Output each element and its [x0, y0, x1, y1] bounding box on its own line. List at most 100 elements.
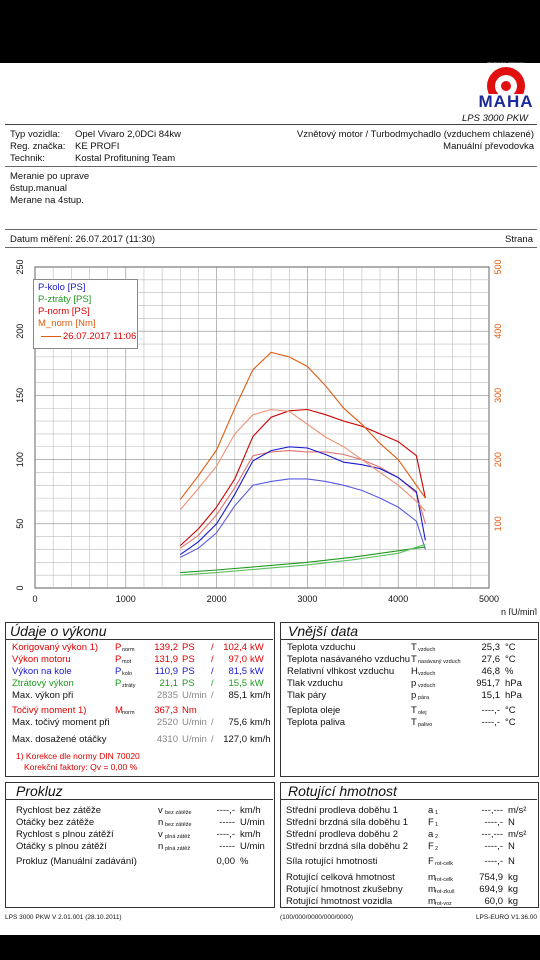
rot-title: Rotující hmotnost [288, 783, 397, 799]
header-rule [5, 124, 537, 125]
rot-force-label: Síla rotující hmotnosti [286, 856, 378, 867]
symbol-subscript: 1 [435, 822, 439, 828]
symbol: n [158, 817, 164, 828]
prokluz-row-value: ----,- [216, 805, 235, 816]
symbol-subscript: 1 [435, 810, 439, 816]
prokluz-row-unit: U/min [240, 817, 265, 828]
perf-title: Údaje o výkonu [10, 623, 107, 639]
perf-row-unit2: kW [250, 666, 264, 677]
measure-date: Datum měření: 26.07.2017 (11:30) [10, 234, 156, 245]
y-left-tick-label: 100 [15, 452, 25, 467]
series-line [179, 446, 426, 556]
perf-row-value1: 139,2 [154, 642, 178, 653]
rot-row-unit: N [508, 817, 515, 828]
perf-row-value1: 131,9 [154, 654, 178, 665]
symbol: T [411, 705, 417, 716]
symbol: M [115, 705, 123, 716]
perf-row-label: Ztrátový výkon [12, 678, 74, 689]
max-rpm-value: 4310 [156, 734, 178, 745]
perf-row-unit1: PS [182, 666, 195, 677]
symbol-subscript: norm [122, 647, 135, 653]
symbol: P [115, 666, 122, 677]
symbol-subscript: kolo [122, 671, 133, 677]
rot-mass-unit: kg [508, 872, 519, 883]
symbol-subscript: bez zátěže [165, 810, 192, 816]
env-row-label: Relativní vlhkost vzduchu [287, 666, 395, 677]
prokluz-row-value: ----- [219, 817, 235, 828]
perf-row-value1: 21,1 [159, 678, 179, 689]
rot-row-value: ----,- [484, 841, 503, 852]
perf-row-label: Výkon motoru [12, 654, 71, 665]
footer-right: LPS-EURO V1.36.00 [475, 914, 537, 921]
env-row-label: Teplota paliva [287, 717, 346, 728]
tech-value: Kostal Profituning Team [75, 153, 176, 164]
max-rpm-sep: / [211, 734, 214, 745]
env-row-unit: hPa [505, 678, 522, 689]
rot-row-label: Střední prodleva doběhu 2 [286, 829, 398, 840]
torque-at-rpm: 2520 [156, 717, 178, 728]
rot-mass-label: Rotující celková hmotnost [286, 872, 395, 883]
symbol: F [428, 841, 434, 852]
torque-value: 367,3 [154, 705, 178, 716]
footer-left: LPS 3000 PKW V 2.01.001 (28.10.2011) [5, 914, 122, 921]
symbol: p [411, 678, 417, 689]
perf-row-label: Korigovaný výkon 1) [12, 642, 99, 653]
max-rpm-speed-unit: km/h [250, 734, 271, 745]
perf-row-value2: 102,4 [223, 642, 247, 653]
rot-mass-value: 60,0 [484, 896, 504, 907]
symbol-subscript: nasávaný vzduch [418, 659, 461, 665]
symbol-subscript: vzduch [418, 647, 436, 653]
symbol: P [115, 654, 122, 665]
legend-p-kolo: P-kolo [PS] [38, 282, 86, 293]
prokluz-row-unit: U/min [240, 841, 265, 852]
symbol: T [411, 717, 417, 728]
symbol: n [158, 841, 164, 852]
rot-row-unit: N [508, 841, 515, 852]
symbol-subscript: olej [418, 710, 427, 716]
symbol-subscript: 2 [435, 834, 439, 840]
perf-title-bar [5, 622, 273, 640]
y-right-tick-label: 200 [493, 452, 503, 467]
perf-row-value2: 81,5 [228, 666, 248, 677]
prokluz-row-unit: km/h [240, 829, 261, 840]
prokluz-title: Prokluz [16, 783, 63, 799]
env-row-unit: % [505, 666, 514, 677]
correction-note: 1) Korekce dle normy DIN 70020 [16, 751, 140, 761]
env-title-bar [280, 622, 537, 640]
legend-p-norm: P-norm [PS] [38, 306, 90, 317]
perf-row-sep: / [211, 690, 214, 701]
perf-row-value2: 97,0 [228, 654, 248, 665]
note-line: Merane na 4stup. [10, 195, 84, 206]
correction-factor: Korekční faktory: Qv = 0,00 % [24, 762, 138, 772]
x-tick-label: 5000 [479, 594, 499, 604]
rot-force-unit: N [508, 856, 515, 867]
prokluz-row-label: Otáčky bez zátěže [16, 817, 95, 828]
rot-mass-value: 754,9 [479, 872, 503, 883]
env-row-value: 46,8 [481, 666, 501, 677]
perf-row-value1: 2835 [156, 690, 178, 701]
note-line: Meranie po uprave [10, 171, 90, 182]
prokluz-manual-value: 0,00 [216, 856, 236, 867]
symbol-subscript: vzduch [418, 671, 436, 677]
symbol-subscript: palivo [418, 722, 433, 728]
perf-row-sep: / [211, 666, 214, 677]
rot-row-unit: m/s² [508, 805, 527, 816]
rot-mass-value: 694,9 [479, 884, 503, 895]
tech-label: Technik: [10, 153, 45, 164]
symbol-subscript: vzduch [418, 683, 436, 689]
max-rpm-unit: U/min [182, 734, 207, 745]
perf-row-unit2: kW [250, 678, 264, 689]
perf-row-unit1: PS [182, 654, 195, 665]
y-left-tick-label: 200 [15, 324, 25, 339]
perf-row-sep: / [211, 678, 214, 689]
series-line [179, 351, 426, 500]
torque-unit: Nm [182, 705, 197, 716]
symbol: H [411, 666, 418, 677]
type-label: Typ vozidla: [10, 129, 61, 140]
legend-m-norm: M_norm [Nm] [38, 318, 96, 329]
env-row-label: Teplota nasávaného vzduchu [287, 654, 411, 665]
symbol: F [428, 817, 434, 828]
symbol-subscript: rot-voz [435, 901, 452, 907]
rot-row-label: Střední prodleva doběhu 1 [286, 805, 398, 816]
env-row-unit: °C [505, 717, 516, 728]
